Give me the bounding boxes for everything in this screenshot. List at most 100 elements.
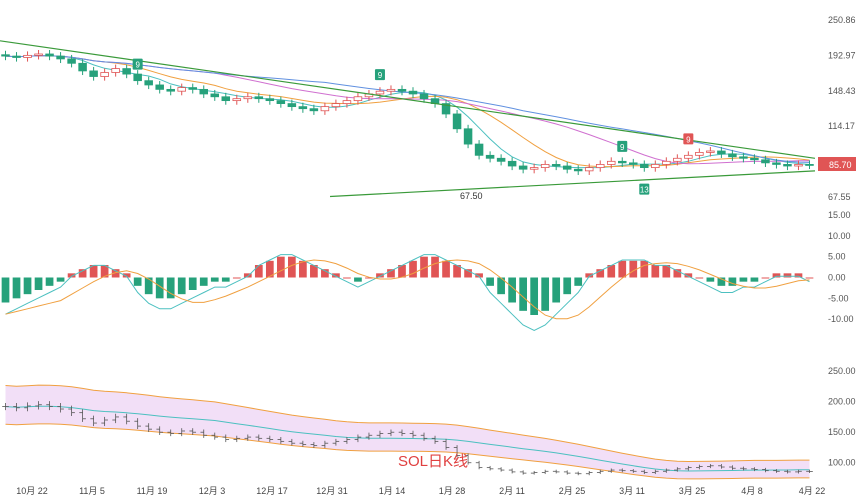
price-candle [34,53,43,56]
macd-bar [166,277,175,299]
price-candle [276,100,286,104]
price-candle [133,73,142,82]
price-candle [452,113,462,130]
price-candle [254,96,264,100]
price-candle [155,84,164,90]
signal-marker [132,58,143,70]
price-candle [89,70,98,77]
macd-bar [332,273,340,278]
price-candle [640,164,649,168]
macd-bar [100,265,109,278]
price-candle [595,164,605,168]
price-candle [474,143,484,156]
price-candle [56,55,65,60]
price-candle [419,93,429,100]
macd-bar [144,277,153,295]
macd-bar [706,277,715,282]
price-y-tick: 250.86 [828,15,856,25]
macd-bar [23,277,32,295]
macd-bar [299,260,307,278]
price-candle [606,160,616,165]
macd-bar [464,269,472,278]
macd-y-tick: -5.00 [828,293,849,303]
signal-label: 9 [620,143,625,152]
price-candle [695,152,704,156]
x-date-tick: 3月 25 [679,486,706,496]
price-candle [618,160,627,164]
price-candle [177,87,186,92]
boll-y-tick: 250.00 [828,366,856,376]
bollinger-band [5,385,810,479]
price-y-tick: 114.17 [828,121,855,131]
macd-bar [552,277,561,303]
price-candle [298,106,308,110]
macd-bar [640,260,649,278]
axes: 250.86 192.97 148.43 114.17 67.55 15.00 10.00 5… [16,15,855,496]
macd-bar [254,265,263,278]
macd-y-tick: 0.00 [828,273,846,283]
x-date-tick: 1月 14 [379,486,406,496]
macd-bar [772,273,781,278]
macd-bar [541,277,550,311]
macd-y-tick: 5.00 [828,252,846,262]
signal-label: 9 [135,61,140,70]
macd-panel [1,254,814,331]
macd-bar [265,260,274,278]
price-candle [100,72,109,77]
macd-bar [188,277,197,290]
macd-bar [651,265,660,278]
macd-bar [673,269,682,278]
price-panel: 9 9 9 9 13 [0,40,816,198]
macd-bar [453,265,461,278]
macd-bar [133,277,142,286]
price-candle [122,68,131,75]
price-candle [629,162,638,165]
price-candle [551,164,561,167]
boll-y-tick: 200.00 [828,397,856,407]
price-candle [166,88,175,92]
macd-bar [629,260,638,278]
macd-bar [89,265,98,278]
price-candle [320,106,330,112]
macd-bar [662,265,671,278]
price-candle [199,88,209,95]
price-candle [342,100,352,104]
last-price-badge [818,157,856,171]
macd-bar [783,273,792,278]
price-candle [772,162,781,165]
price-candle [243,96,253,100]
low-price-label: 67.50 [460,191,483,201]
macd-bar [122,273,131,278]
price-candle [761,159,770,164]
price-candle [562,165,572,170]
price-candle [441,103,451,115]
price-candle [651,164,660,168]
price-candle [188,87,197,90]
price-y-tick: 67.55 [828,192,851,202]
price-candle [739,156,748,159]
macd-bar [519,277,527,311]
macd-bar [78,269,87,278]
macd-bar [618,260,627,278]
macd-dif-line [5,254,810,331]
boll-y-tick: 100.00 [828,458,856,468]
x-date-tick: 12月 3 [199,486,226,496]
price-candle [794,164,803,167]
macd-bar [365,277,373,279]
x-date-tick: 3月 11 [619,486,645,496]
price-candle [23,54,32,58]
signal-marker [374,69,385,81]
price-candle [12,55,21,58]
macd-bar [574,277,583,286]
macd-dea-line [5,259,810,320]
price-candle [518,165,528,170]
x-date-tick: 4月 22 [799,486,826,496]
price-candle [540,164,550,168]
price-candle [673,157,682,162]
price-candle [331,103,341,108]
macd-y-tick: 15.00 [828,210,851,220]
macd-bar [243,273,252,278]
macd-bar [486,277,494,286]
macd-bar [398,265,406,278]
